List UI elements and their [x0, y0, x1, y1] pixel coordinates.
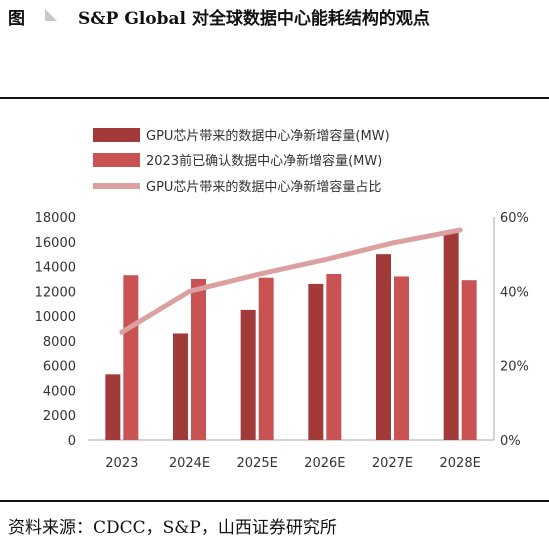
bar-series-1 — [376, 254, 391, 440]
y-left-tick-label: 8000 — [43, 335, 76, 350]
legend-label-3: GPU芯片带来的数据中心净新增容量占比 — [146, 179, 381, 195]
bar-series-2 — [258, 277, 274, 440]
x-tick-label: 2023 — [105, 456, 138, 471]
x-tick-label: 2028E — [440, 456, 481, 471]
legend-label-1: GPU芯片带来的数据中心净新增容量(MW) — [146, 128, 390, 144]
legend-swatch-1 — [93, 128, 140, 142]
source-note: 资料来源：CDCC，S&P，山西证券研究所 — [8, 518, 337, 538]
chart: GPU芯片带来的数据中心净新增容量(MW) 2023前已确认数据中心净新增容量(M… — [35, 128, 529, 471]
bottom-rule — [0, 500, 549, 502]
legend-label-2: 2023前已确认数据中心净新增容量(MW) — [146, 153, 382, 169]
y-right-tick-label: 60% — [500, 211, 529, 226]
y-left-tick-label: 12000 — [35, 285, 76, 300]
y-left-tick-label: 0 — [68, 434, 76, 449]
bar-series-1 — [443, 230, 459, 440]
figure-title: S&P Global 对全球数据中心能耗结构的观点 — [78, 9, 430, 29]
y-right-tick-label: 0% — [500, 434, 521, 449]
figure-marker-icon — [45, 9, 57, 21]
line-series-share — [119, 227, 463, 335]
bar-series-2 — [123, 275, 139, 440]
x-tick-label: 2026E — [304, 456, 345, 471]
y-left-tick-label: 14000 — [35, 261, 76, 276]
x-tick-label: 2027E — [372, 456, 413, 471]
x-tick-label: 2025E — [237, 456, 278, 471]
y-left-tick-label: 6000 — [43, 360, 76, 375]
bar-series-1 — [240, 309, 256, 440]
bar-series-2 — [326, 273, 342, 440]
bar-series-2 — [461, 280, 477, 440]
bar-series-2 — [191, 278, 206, 440]
figure-header: 图 S&P Global 对全球数据中心能耗结构的观点 — [0, 0, 549, 30]
y-right-tick-label: 20% — [500, 360, 529, 375]
bar-series-1 — [173, 333, 188, 440]
y-left-tick-label: 18000 — [35, 211, 76, 226]
y-left-tick-label: 16000 — [35, 236, 76, 251]
legend-swatch-2 — [93, 153, 140, 167]
legend-swatch-3 — [93, 183, 140, 189]
y-left-tick-label: 4000 — [43, 384, 76, 399]
y-right-tick-label: 40% — [500, 285, 529, 300]
y-left-tick-label: 2000 — [43, 409, 76, 424]
top-rule — [0, 97, 549, 99]
bar-series-1 — [308, 283, 324, 440]
y-left-tick-label: 10000 — [35, 310, 76, 325]
bar-series-2 — [394, 276, 409, 440]
x-tick-label: 2024E — [169, 456, 210, 471]
bar-series-1 — [105, 374, 121, 440]
figure-label: 图 — [8, 9, 25, 29]
